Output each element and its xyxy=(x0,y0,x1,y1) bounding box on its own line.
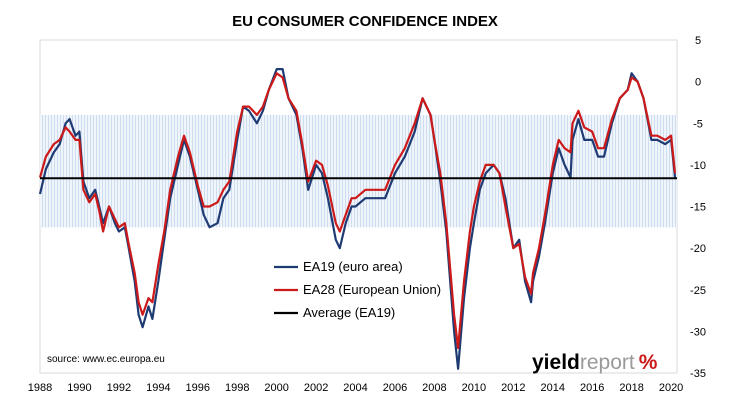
brand-logo: yieldreport% xyxy=(532,351,658,374)
legend-label-average: Average (EA19) xyxy=(303,305,395,320)
y-axis-ticks: 5 0 -5 -10 -15 -20 -25 -30 -35 xyxy=(690,35,706,380)
source-note: source: www.ec.europa.eu xyxy=(47,354,165,365)
series-line-ea28 xyxy=(38,72,677,350)
x-tick-label: 1990 xyxy=(67,382,91,394)
y-tick-label: -5 xyxy=(693,118,703,130)
chart-title: EU CONSUMER CONFIDENCE INDEX xyxy=(232,13,498,30)
x-axis-ticks: 1988 1990 1992 1994 1996 1998 2000 2002 2004 2006… xyxy=(28,382,684,394)
brand-part-report: report xyxy=(580,351,635,374)
legend: EA19 (euro area) EA28 (European Union) A… xyxy=(268,255,446,325)
y-tick-label: 5 xyxy=(695,35,701,47)
brand-part-yield: yield xyxy=(532,351,580,374)
x-tick-label: 1988 xyxy=(28,382,52,394)
y-tick-label: -20 xyxy=(690,243,706,255)
x-tick-label: 2020 xyxy=(659,382,683,394)
y-tick-label: -15 xyxy=(690,202,706,214)
x-tick-label: 1998 xyxy=(225,382,249,394)
percent-icon: % xyxy=(639,351,658,374)
x-tick-label: 2000 xyxy=(264,382,288,394)
y-tick-label: -30 xyxy=(690,326,706,338)
x-tick-label: 2010 xyxy=(462,382,486,394)
legend-label-ea19: EA19 (euro area) xyxy=(303,259,403,274)
x-tick-label: 2018 xyxy=(619,382,643,394)
x-tick-label: 1994 xyxy=(146,382,170,394)
y-tick-label: -25 xyxy=(690,285,706,297)
series-layer xyxy=(38,67,677,370)
x-tick-label: 2016 xyxy=(580,382,604,394)
x-tick-label: 2008 xyxy=(422,382,446,394)
y-tick-label: -10 xyxy=(690,160,706,172)
x-tick-label: 2004 xyxy=(343,382,367,394)
x-tick-label: 2014 xyxy=(541,382,565,394)
legend-label-ea28: EA28 (European Union) xyxy=(303,282,441,297)
x-tick-label: 1996 xyxy=(186,382,210,394)
x-tick-label: 1992 xyxy=(107,382,131,394)
x-tick-label: 2006 xyxy=(383,382,407,394)
x-tick-label: 2012 xyxy=(501,382,525,394)
y-tick-label: -35 xyxy=(690,368,706,380)
y-tick-label: 0 xyxy=(695,77,701,89)
x-tick-label: 2002 xyxy=(304,382,328,394)
